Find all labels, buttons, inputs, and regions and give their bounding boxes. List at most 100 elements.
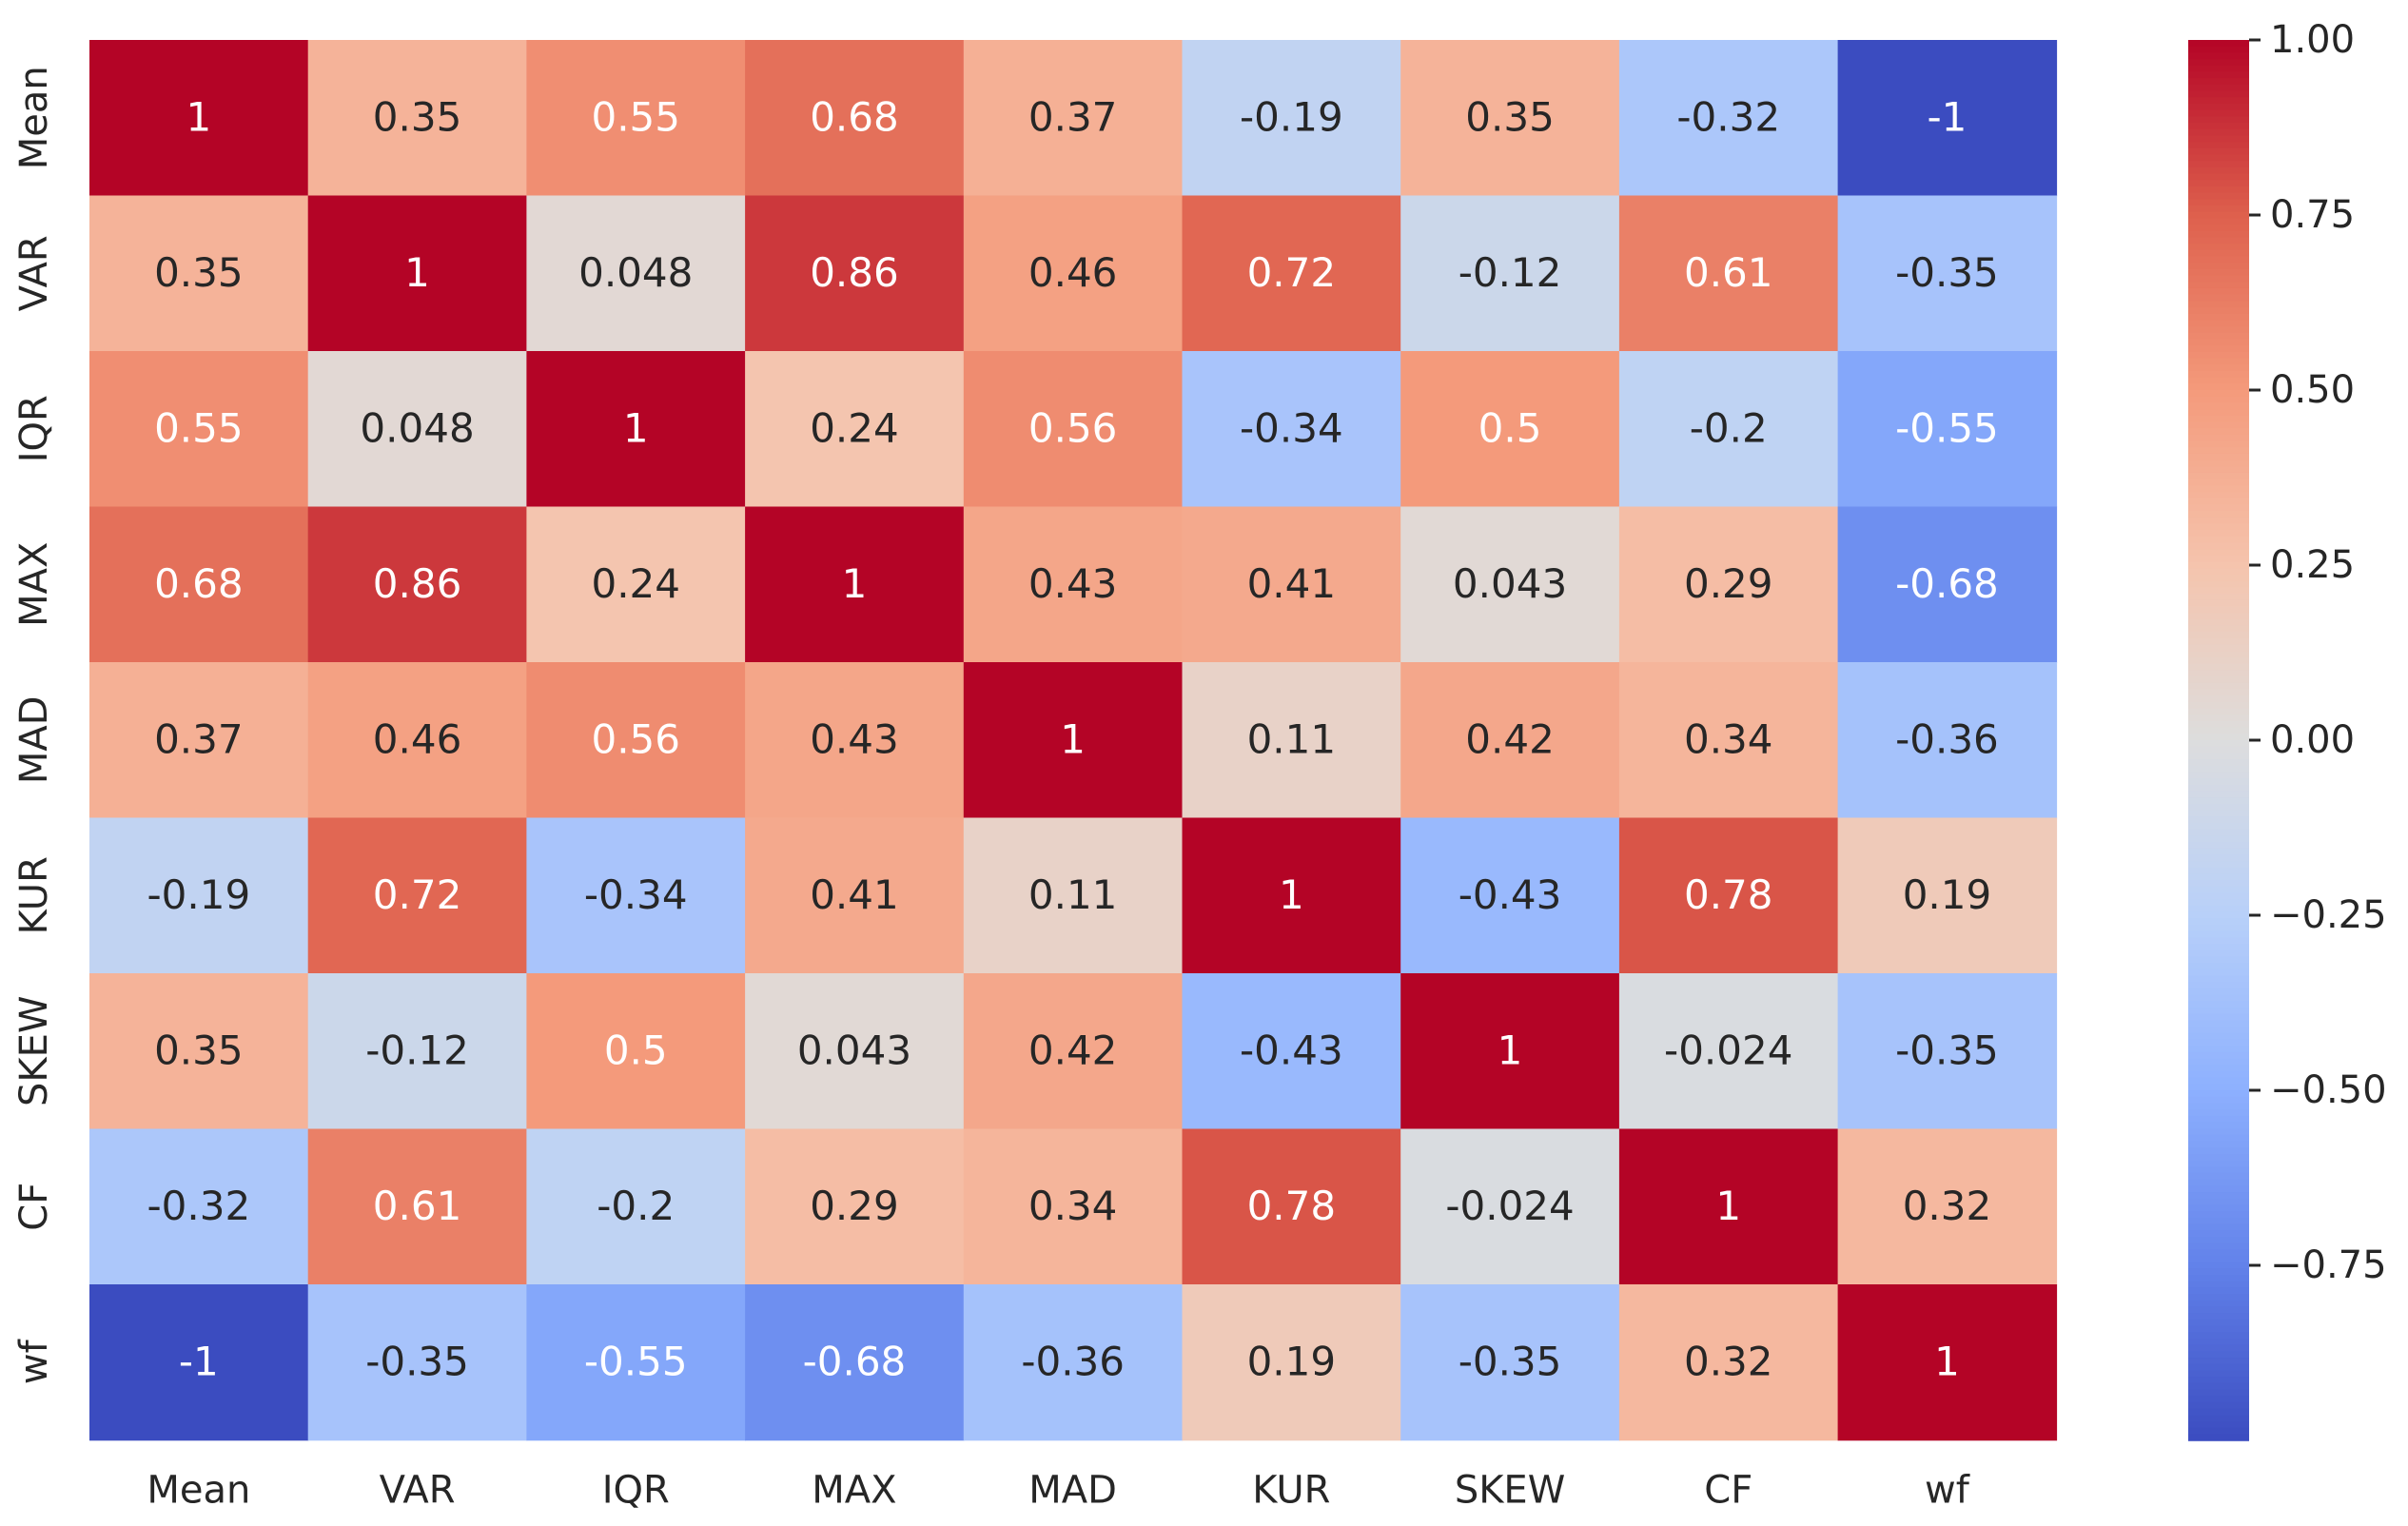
colorbar-segment — [2188, 282, 2249, 289]
heatmap-cell-wf-mad — [963, 1284, 1184, 1441]
heatmap-cell-label: 0.11 — [1247, 715, 1337, 762]
colorbar-segment — [2188, 873, 2249, 881]
colorbar-segment — [2188, 1370, 2249, 1378]
colorbar-segment — [2188, 268, 2249, 277]
colorbar-segment — [2188, 701, 2249, 710]
heatmap-cell-label: -1 — [179, 1338, 219, 1384]
colorbar-segment — [2188, 1008, 2249, 1015]
colorbar-segment — [2188, 249, 2249, 258]
colorbar-segment — [2188, 956, 2249, 964]
heatmap-cell-label: 0.37 — [154, 715, 244, 762]
colorbar-segment — [2188, 218, 2249, 225]
colorbar-segment — [2188, 97, 2249, 105]
heatmap-cell-label: -1 — [1928, 93, 1968, 140]
heatmap-cell-label: -0.19 — [147, 871, 251, 918]
colorbar-segment — [2188, 1300, 2249, 1308]
heatmap-cell-label: 0.55 — [591, 93, 680, 140]
heatmap-cell-label: 0.55 — [154, 404, 244, 451]
colorbar-segment — [2188, 676, 2249, 684]
x-tick-label-kur: KUR — [1252, 1469, 1330, 1513]
colorbar-segment — [2188, 511, 2249, 518]
x-tick-label-cf: CF — [1704, 1469, 1752, 1513]
colorbar-segment — [2188, 1275, 2249, 1282]
colorbar-segment — [2188, 447, 2249, 455]
colorbar-segment — [2188, 109, 2249, 118]
colorbar-segment — [2188, 523, 2249, 531]
colorbar-segment — [2188, 549, 2249, 557]
colorbar-segment — [2188, 835, 2249, 843]
colorbar-segment — [2188, 1084, 2249, 1091]
heatmap-cell-mad-skew — [1400, 662, 1620, 819]
colorbar-segment — [2188, 803, 2249, 812]
heatmap-cell-var-mean — [89, 195, 309, 352]
y-tick-label-skew: SKEW — [12, 996, 56, 1106]
colorbar-segment — [2188, 192, 2249, 201]
heatmap-cell-label: -0.35 — [1895, 249, 1999, 296]
heatmap-cell-kur-cf — [1618, 817, 1839, 974]
colorbar-segment — [2188, 485, 2249, 493]
colorbar-tick-label: 0.75 — [2270, 193, 2355, 237]
colorbar-segment — [2188, 1396, 2249, 1403]
heatmap-cell-mad-max — [745, 662, 965, 819]
heatmap-cell-label: -0.36 — [1021, 1338, 1125, 1384]
heatmap-cell-label: 0.72 — [1247, 249, 1337, 296]
heatmap-cell-max-iqr — [526, 506, 746, 663]
colorbar-segment — [2188, 842, 2249, 850]
colorbar-segment — [2188, 199, 2249, 206]
colorbar-segment — [2188, 1249, 2249, 1257]
x-axis-ticks: Mean VAR IQR MAX MAD KUR SKEW CF wf — [147, 1469, 1969, 1513]
colorbar-segment — [2188, 383, 2249, 391]
colorbar-segment — [2188, 377, 2249, 385]
heatmap-cell-skew-skew — [1400, 973, 1620, 1130]
colorbar-segment — [2188, 1027, 2249, 1034]
colorbar-segment — [2188, 1427, 2249, 1436]
heatmap-cell-label: 0.41 — [1247, 560, 1337, 607]
colorbar-segment — [2188, 1122, 2249, 1129]
colorbar-segment — [2188, 651, 2249, 658]
colorbar-segment — [2188, 740, 2249, 748]
colorbar-segment — [2188, 1065, 2249, 1072]
colorbar-segment — [2188, 1236, 2249, 1244]
colorbar-segment — [2188, 1115, 2249, 1124]
colorbar-segment — [2188, 40, 2249, 48]
colorbar-tick-label: 1.00 — [2270, 18, 2355, 62]
colorbar-segment — [2188, 237, 2249, 245]
colorbar-segment — [2188, 370, 2249, 379]
x-tick-label-iqr: IQR — [602, 1469, 670, 1513]
heatmap-cell-label: 0.5 — [1478, 404, 1542, 451]
colorbar-segment — [2188, 275, 2249, 284]
colorbar-segment — [2188, 1103, 2249, 1110]
colorbar-segment — [2188, 1160, 2249, 1168]
heatmap-cell-label: -0.68 — [1895, 560, 1999, 607]
colorbar-segment — [2188, 1001, 2249, 1008]
heatmap-cell-mean-mad — [963, 40, 1184, 197]
heatmap-cell-kur-wf — [1837, 817, 2058, 974]
heatmap-cell-max-cf — [1618, 506, 1839, 663]
heatmap-cell-label: -0.19 — [1240, 93, 1343, 140]
heatmap-cell-skew-wf — [1837, 973, 2058, 1130]
colorbar-segment — [2188, 670, 2249, 677]
heatmap-cell-mad-mad — [963, 662, 1184, 819]
heatmap-cell-label: 1 — [186, 93, 211, 140]
heatmap-cell-label: 0.78 — [1247, 1183, 1337, 1229]
heatmap-cell-label: 1 — [1279, 871, 1304, 918]
y-tick-label-kur: KUR — [12, 856, 56, 934]
colorbar-segment — [2188, 1363, 2249, 1372]
colorbar-segment — [2188, 561, 2249, 570]
colorbar-segment — [2188, 714, 2249, 722]
colorbar-segment — [2188, 466, 2249, 474]
colorbar-segment — [2188, 1134, 2249, 1143]
colorbar-segment — [2188, 339, 2249, 346]
x-tick-label-var: VAR — [380, 1469, 456, 1513]
colorbar-segment — [2188, 1338, 2249, 1346]
heatmap-cell-label: 1 — [842, 560, 868, 607]
heatmap-cell-label: 0.32 — [1684, 1338, 1773, 1384]
heatmap-cell-mean-mean — [89, 40, 309, 197]
colorbar-segment — [2188, 440, 2249, 449]
heatmap-cell-skew-kur — [1182, 973, 1401, 1130]
heatmap-cell-mean-wf — [1837, 40, 2058, 197]
heatmap-cell-label: -0.2 — [1690, 404, 1768, 451]
colorbar-segment — [2188, 1255, 2249, 1263]
colorbar-segment — [2188, 313, 2249, 322]
